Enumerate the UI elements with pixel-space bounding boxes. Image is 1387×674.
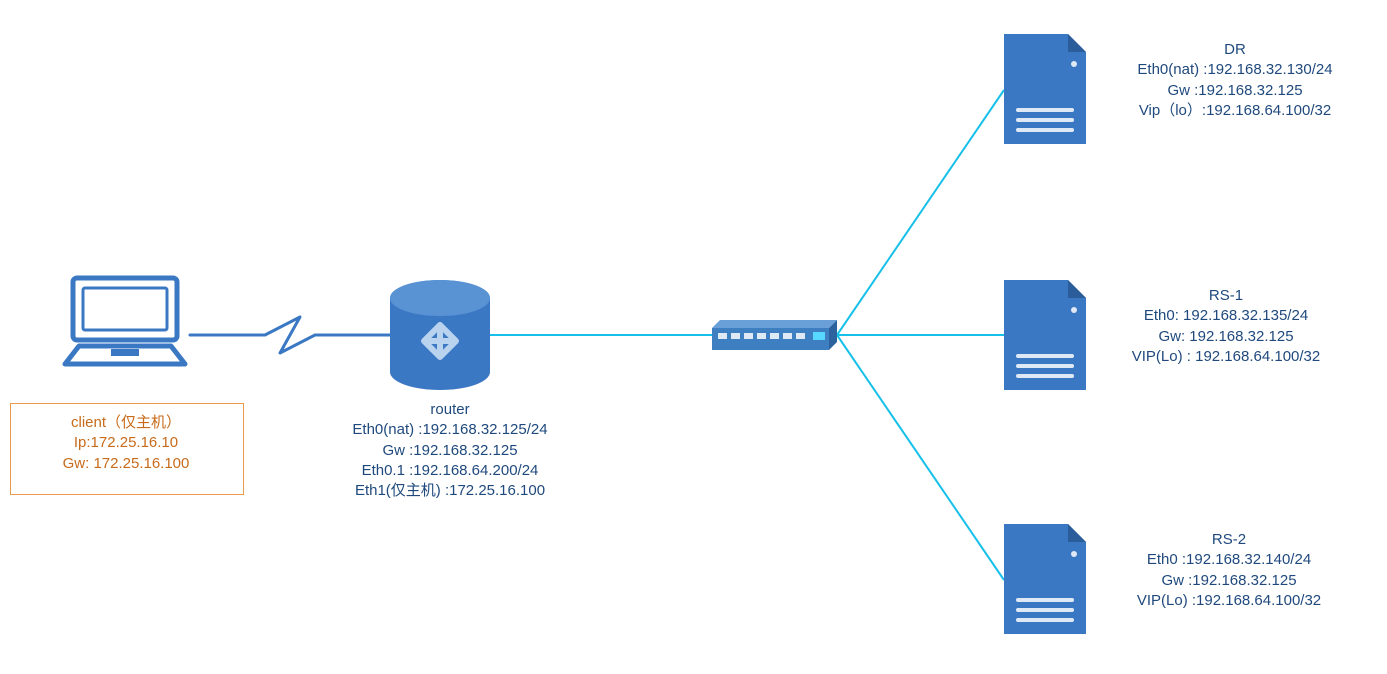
client-label: client（仅主机）Ip:172.25.16.10Gw: 172.25.16.… bbox=[10, 413, 242, 474]
label-line: VIP(Lo) : 192.168.64.100/32 bbox=[1076, 347, 1376, 367]
label-line: Gw :192.168.32.125 bbox=[330, 441, 570, 461]
label-line: Eth0: 192.168.32.135/24 bbox=[1076, 306, 1376, 326]
label-line: router bbox=[330, 400, 570, 420]
label-line: DR bbox=[1090, 40, 1380, 60]
label-line: client（仅主机） bbox=[10, 413, 242, 433]
router-icon bbox=[390, 280, 490, 390]
laptop-icon bbox=[65, 278, 185, 364]
server-icon-rs2 bbox=[1004, 524, 1086, 634]
label-line: Eth0 :192.168.32.140/24 bbox=[1084, 550, 1374, 570]
label-line: Eth1(仅主机) :172.25.16.100 bbox=[330, 481, 570, 501]
label-line: Eth0(nat) :192.168.32.125/24 bbox=[330, 420, 570, 440]
server-icon-dr bbox=[1004, 34, 1086, 144]
label-line: Vip（lo）:192.168.64.100/32 bbox=[1090, 101, 1380, 121]
label-line: RS-2 bbox=[1084, 530, 1374, 550]
label-line: Ip:172.25.16.10 bbox=[10, 433, 242, 453]
label-line: Gw: 192.168.32.125 bbox=[1076, 327, 1376, 347]
label-line: Eth0(nat) :192.168.32.130/24 bbox=[1090, 60, 1380, 80]
label-line: RS-1 bbox=[1076, 286, 1376, 306]
label-line: Gw :192.168.32.125 bbox=[1090, 81, 1380, 101]
rs2-label: RS-2Eth0 :192.168.32.140/24Gw :192.168.3… bbox=[1084, 530, 1374, 611]
router-label: routerEth0(nat) :192.168.32.125/24Gw :19… bbox=[330, 400, 570, 501]
server-icon-rs1 bbox=[1004, 280, 1086, 390]
label-line: VIP(Lo) :192.168.64.100/32 bbox=[1084, 591, 1374, 611]
label-line: Gw :192.168.32.125 bbox=[1084, 571, 1374, 591]
switch-icon bbox=[712, 320, 837, 350]
rs1-label: RS-1Eth0: 192.168.32.135/24Gw: 192.168.3… bbox=[1076, 286, 1376, 367]
label-line: Eth0.1 :192.168.64.200/24 bbox=[330, 461, 570, 481]
label-line: Gw: 172.25.16.100 bbox=[10, 454, 242, 474]
dr-label: DREth0(nat) :192.168.32.130/24Gw :192.16… bbox=[1090, 40, 1380, 121]
